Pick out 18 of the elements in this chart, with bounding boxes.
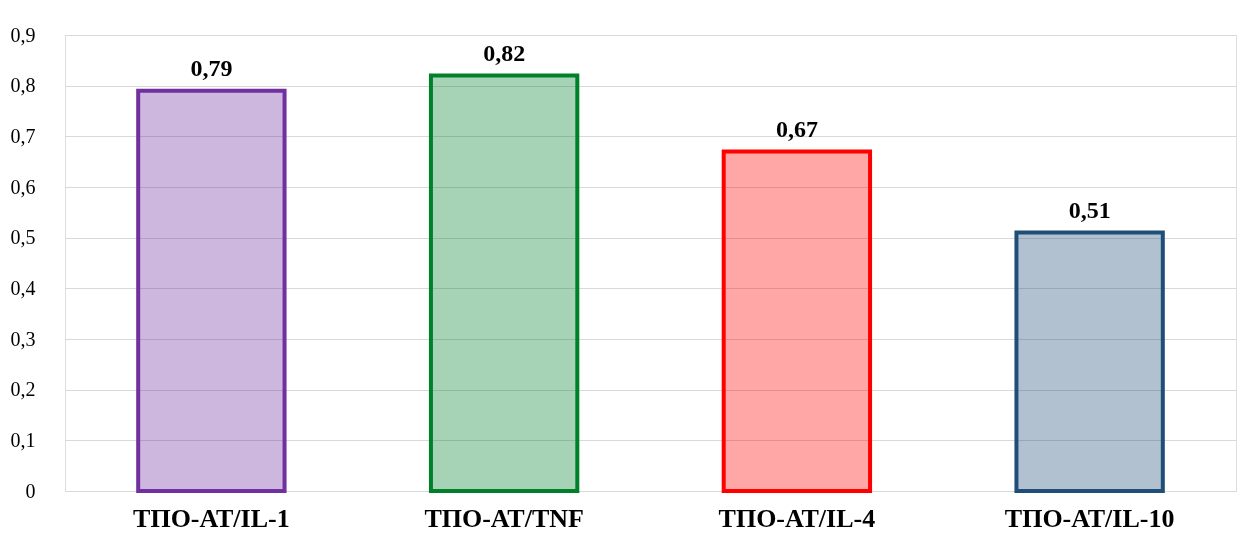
y-tick-label: 0,5 (10, 226, 36, 249)
x-tick-label: ТПО-АТ/IL-1 (133, 503, 290, 533)
y-tick-label: 0,8 (10, 74, 36, 97)
data-label: 0,82 (483, 39, 526, 66)
x-tick-label: ТПО-АТ/IL-4 (718, 503, 876, 533)
x-tick-label: ТПО-АТ/TNF (424, 503, 584, 533)
data-label: 0,67 (775, 115, 818, 142)
x-tick-label: ТПО-АТ/IL-10 (1004, 503, 1175, 533)
data-label: 0,51 (1068, 196, 1111, 223)
y-tick-label: 0,1 (10, 428, 36, 451)
y-tick-label: 0,9 (10, 23, 36, 46)
y-tick-label: 0,2 (10, 378, 36, 401)
y-tick-label: 0,4 (10, 276, 36, 299)
y-tick-label: 0,6 (10, 175, 36, 198)
y-tick-label: 0 (25, 479, 36, 502)
data-label: 0,79 (190, 54, 233, 81)
y-tick-label: 0,3 (10, 327, 36, 350)
y-tick-label: 0,7 (10, 124, 36, 147)
